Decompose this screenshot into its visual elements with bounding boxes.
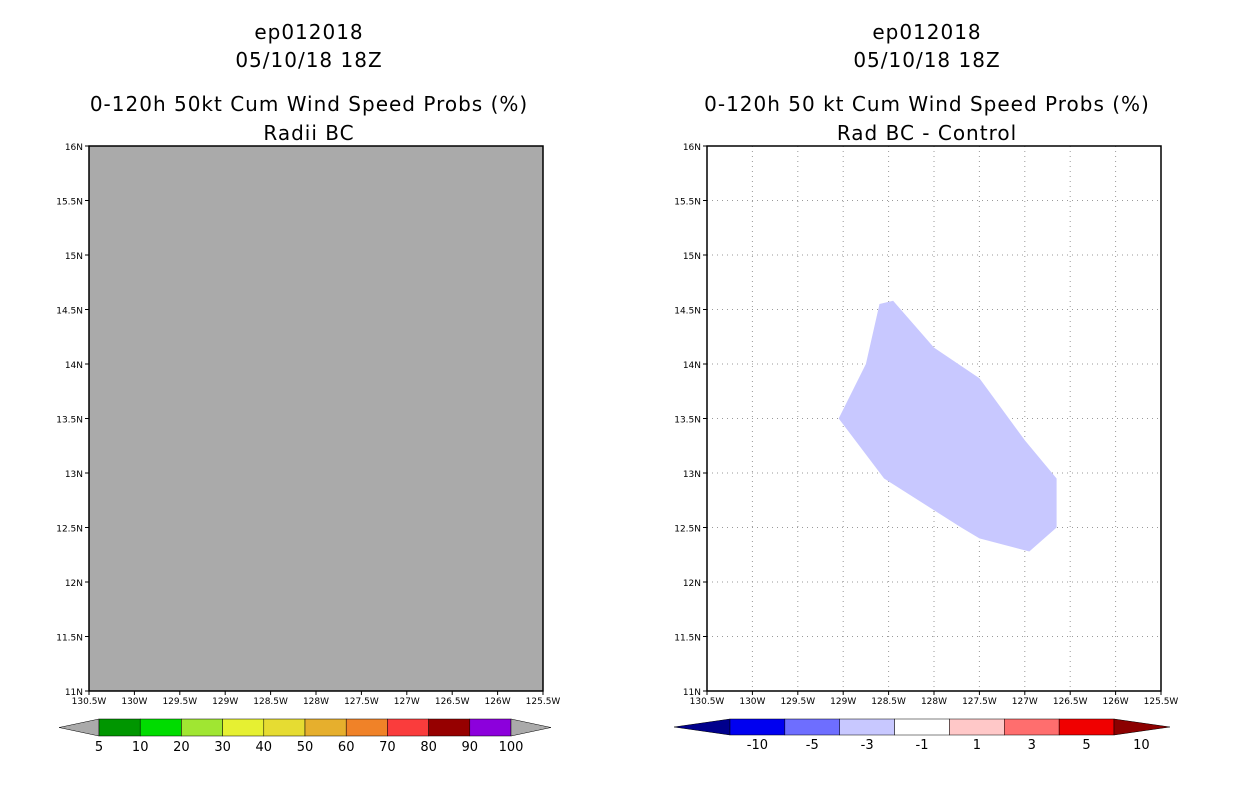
left-colorbar-label: 50 [297, 740, 314, 755]
right-colorbar-swatch [894, 718, 950, 736]
right-lon-label: 127W [1012, 697, 1038, 707]
right-datetime: 05/10/18 18Z [853, 48, 1001, 72]
right-lon-label: 130.5W [690, 697, 725, 707]
left-colorbar-label: 30 [214, 740, 231, 755]
left-colorbar-swatch [469, 718, 512, 737]
right-lat-label: 13.5N [674, 416, 701, 426]
right-colorbar-label: 5 [1082, 738, 1090, 753]
left-colorbar-label: 90 [462, 740, 479, 755]
left-colorbar-under-arrow [58, 718, 100, 737]
left-colorbar-label: 60 [338, 740, 355, 755]
left-colorbar-label: 80 [420, 740, 437, 755]
right-product-title: 0-120h 50 kt Cum Wind Speed Probs (%) [704, 92, 1150, 116]
left-subtitle: Radii BC [263, 121, 355, 145]
left-lon-label: 127W [394, 697, 420, 707]
left-lat-label: 12.5N [56, 525, 83, 535]
right-lat-label: 12N [683, 579, 701, 589]
right-colorbar-swatch [1004, 718, 1060, 736]
left-lat-label: 12N [65, 579, 83, 589]
right-lon-label: 128.5W [871, 697, 906, 707]
left-storm-id: ep012018 [254, 20, 364, 44]
right-lon-label: 126W [1103, 697, 1129, 707]
right-colorbar-swatch [784, 718, 840, 736]
right-lon-label: 130W [739, 697, 765, 707]
right-lat-label: 11.5N [674, 634, 701, 644]
right-map-panel: ep012018 05/10/18 18Z 0-120h 50 kt Cum W… [618, 0, 1236, 800]
left-colorbar-label: 5 [95, 740, 103, 755]
left-lat-label: 15N [65, 252, 83, 262]
right-lon-label: 129.5W [780, 697, 815, 707]
right-lat-label: 15N [683, 252, 701, 262]
left-colorbar-label: 70 [379, 740, 396, 755]
right-difference-region [838, 300, 1057, 552]
right-lon-label: 126.5W [1053, 697, 1088, 707]
right-lat-label: 16N [683, 143, 701, 153]
left-colorbar-swatch [139, 718, 182, 737]
left-lat-label: 15.5N [56, 198, 83, 208]
right-storm-id: ep012018 [872, 20, 982, 44]
left-lon-label: 129W [212, 697, 238, 707]
left-lon-label: 128W [303, 697, 329, 707]
left-lon-label: 130W [121, 697, 147, 707]
right-lat-label: 15.5N [674, 198, 701, 208]
left-lat-label: 14.5N [56, 307, 83, 317]
left-lon-label: 129.5W [162, 697, 197, 707]
left-lat-label: 16N [65, 143, 83, 153]
left-colorbar-label: 100 [499, 740, 524, 755]
right-colorbar-over-arrow [1113, 718, 1171, 736]
right-colorbar-label: -5 [806, 738, 819, 753]
left-map-canvas: 16N 15.5N 15N 14.5N 14N 13.5N 13N 12.5N 12N 11.5N… [56, 143, 561, 755]
left-probability-field [89, 146, 543, 691]
left-lat-label: 14N [65, 361, 83, 371]
left-map-panel: ep012018 05/10/18 18Z 0-120h 50kt Cum Wi… [56, 20, 561, 755]
left-lon-label: 126W [485, 697, 511, 707]
right-lon-label: 128W [921, 697, 947, 707]
left-colorbar-swatch [304, 718, 347, 737]
left-colorbar-swatch [345, 718, 388, 737]
right-colorbar-label: -10 [747, 738, 768, 753]
left-lat-label: 13N [65, 470, 83, 480]
left-lon-label: 128.5W [253, 697, 288, 707]
left-lon-label: 126.5W [435, 697, 470, 707]
right-lat-label: 14N [683, 361, 701, 371]
left-colorbar-swatch [222, 718, 265, 737]
left-product-title: 0-120h 50kt Cum Wind Speed Probs (%) [89, 92, 529, 116]
left-colorbar-swatch [428, 718, 471, 737]
right-colorbar-under-arrow [673, 718, 731, 736]
right-lon-label: 127.5W [962, 697, 997, 707]
left-lat-label: 11N [65, 688, 83, 698]
right-lat-label: 12.5N [674, 525, 701, 535]
right-colorbar-swatch [729, 718, 786, 736]
left-colorbar-swatch [387, 718, 429, 737]
right-lon-label: 125.5W [1144, 697, 1179, 707]
left-colorbar-label: 40 [256, 740, 273, 755]
left-lon-label: 130.5W [72, 697, 107, 707]
right-colorbar-label: -3 [861, 738, 874, 753]
left-colorbar-label: 20 [173, 740, 190, 755]
left-lat-label: 11.5N [56, 634, 83, 644]
right-lat-label: 13N [683, 470, 701, 480]
right-lat-label: 14.5N [674, 307, 701, 317]
right-colorbar-swatch [1058, 718, 1115, 736]
left-colorbar-swatch [181, 718, 223, 737]
right-lat-label: 11N [683, 688, 701, 698]
right-colorbar-label: 3 [1028, 738, 1036, 753]
right-colorbar-label: -1 [916, 738, 929, 753]
left-lon-label: 125.5W [526, 697, 561, 707]
right-colorbar-swatch [839, 718, 895, 736]
left-colorbar-label: 10 [132, 740, 149, 755]
right-colorbar-label: 10 [1133, 738, 1150, 753]
left-colorbar-swatch [263, 718, 306, 737]
right-colorbar-swatch [949, 718, 1005, 736]
right-colorbar-label: 1 [973, 738, 981, 753]
left-lat-label: 13.5N [56, 416, 83, 426]
right-lon-label: 129W [830, 697, 856, 707]
right-subtitle: Rad BC - Control [836, 121, 1018, 145]
left-colorbar-swatch [98, 718, 141, 737]
right-map-canvas: 16N 15.5N 15N 14.5N 14N 13.5N 13N 12.5N 12N 11.5N… [673, 143, 1179, 753]
left-colorbar-over-arrow [510, 718, 552, 737]
left-lon-label: 127.5W [344, 697, 379, 707]
left-datetime: 05/10/18 18Z [235, 48, 383, 72]
